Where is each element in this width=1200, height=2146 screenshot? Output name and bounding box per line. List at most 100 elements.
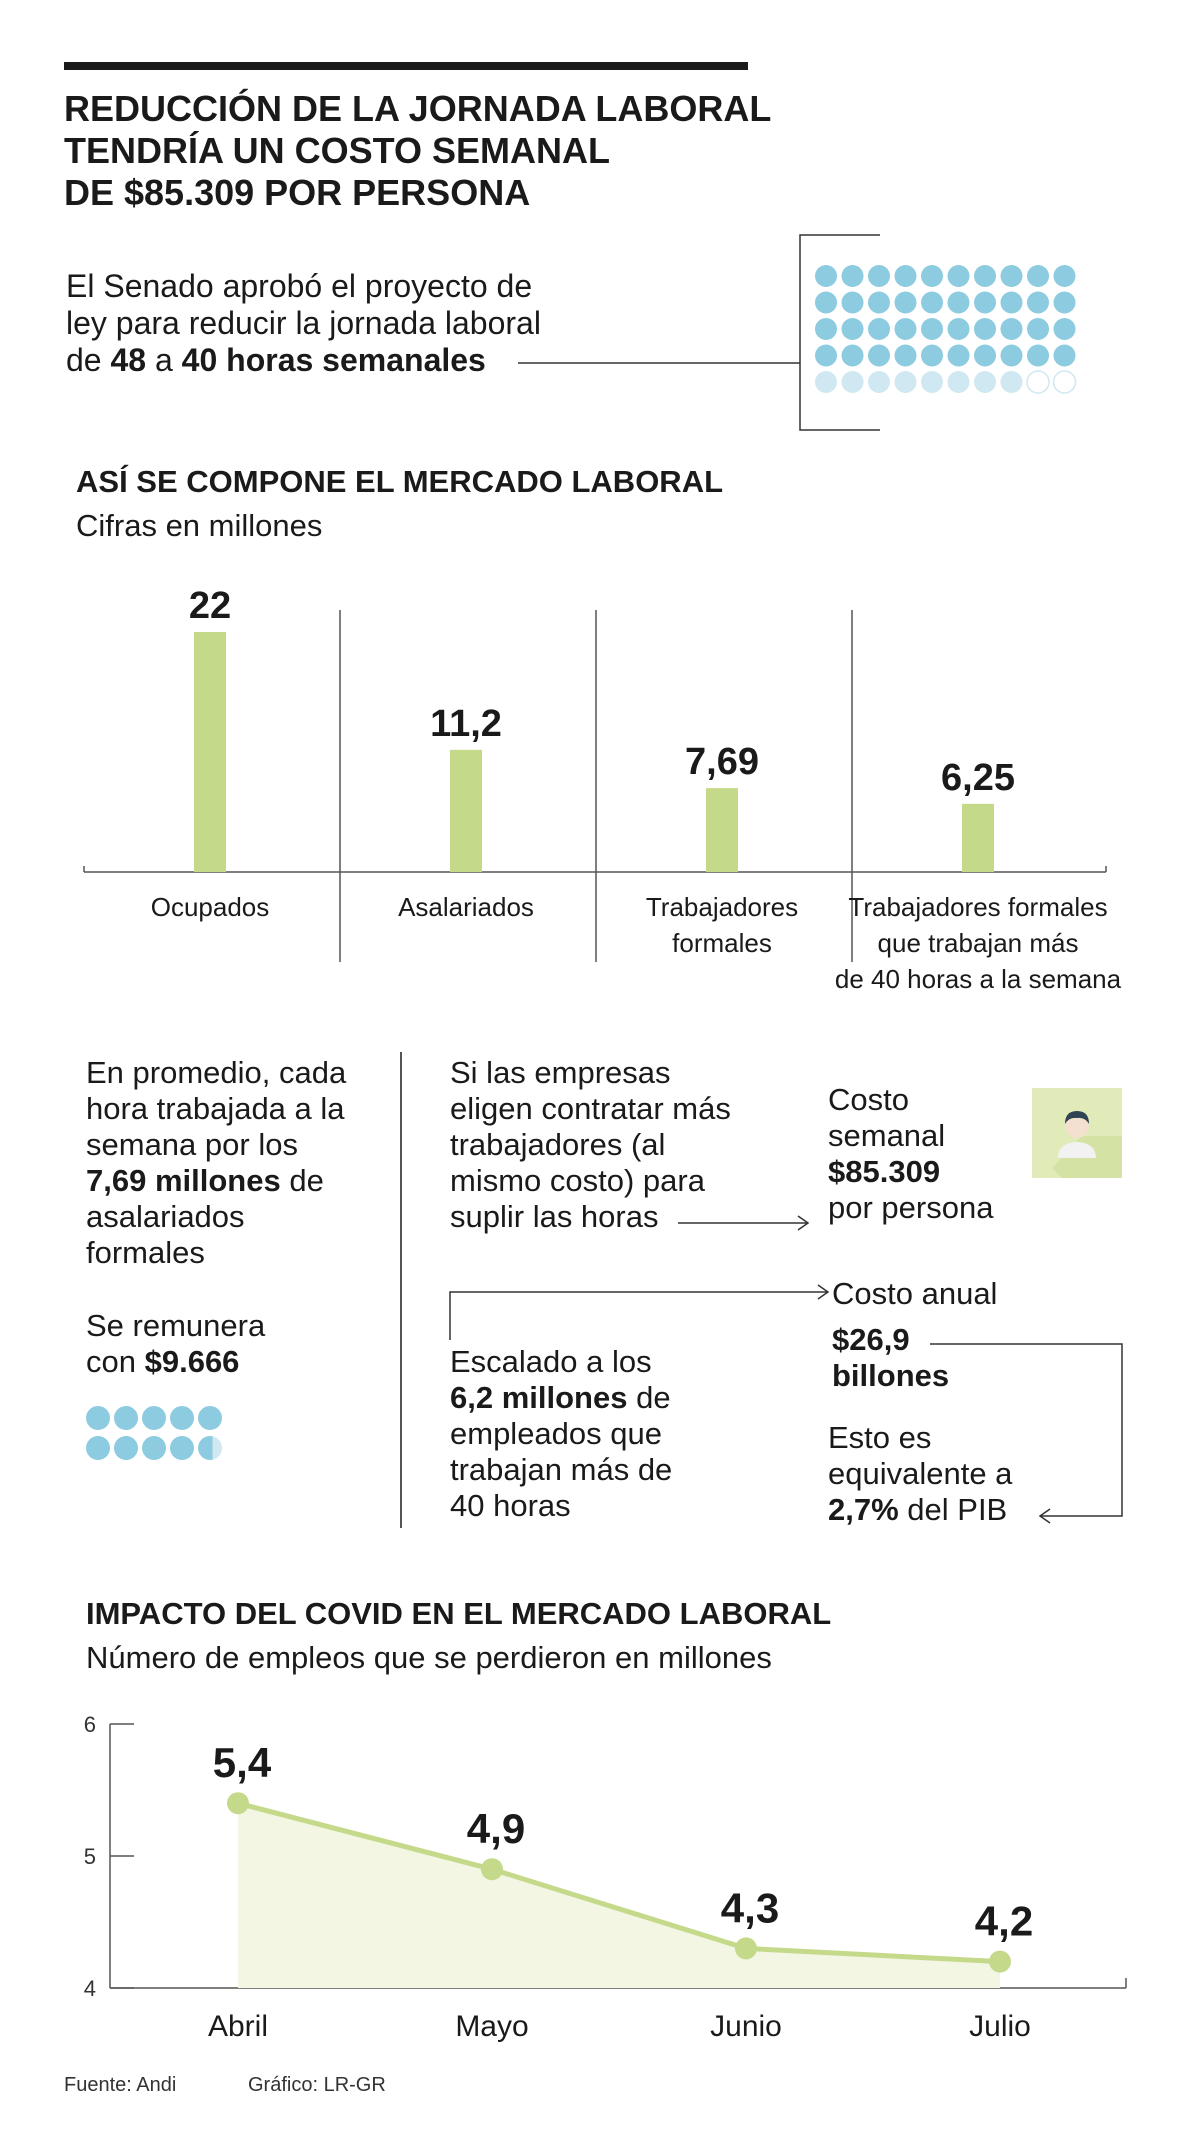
hour-dot [1000,318,1023,340]
section-subtitle-covid: Número de empleos que se perdieron en mi… [86,1640,772,1675]
pay-dot [198,1436,222,1460]
remunera-text: Se remunera con $9.666 [86,1308,266,1379]
bar-category-label: Asalariados [398,892,534,922]
source-credit: Fuente: Andi [64,2074,177,2096]
hour-dot [841,291,864,314]
scaled-text: Escalado a los 6,2 millones de empleados… [450,1344,673,1523]
pay-dot [198,1406,222,1430]
salaried-count: 7,69 millones [86,1163,281,1198]
hour-dot [894,318,917,340]
bar-value-label: 6,25 [941,757,1015,799]
section-title-market: ASÍ SE COMPONE EL MERCADO LABORAL [76,464,724,499]
line-value-label: 5,4 [213,1739,272,1786]
hour-dot [1000,344,1023,367]
bar-category-label: de 40 horas a la semana [835,964,1122,994]
hour-dot [921,371,943,393]
gdp-share: 2,7% [828,1492,899,1527]
lead-line-3: de 48 a 40 horas semanales [66,342,486,378]
avg-hour-text: En promedio, cada hora trabajada a la se… [86,1055,347,1270]
hour-dot [974,371,996,393]
y-tick-label: 6 [84,1712,96,1737]
line-point [735,1937,757,1960]
hour-dot [1026,370,1050,394]
person-avatar-icon [1032,1088,1122,1178]
hour-dot [1027,344,1049,367]
hour-dot [921,318,943,340]
x-category-label: Julio [969,2010,1031,2043]
pay-dot-grid [86,1406,222,1460]
title-line-1: REDUCCIÓN DE LA JORNADA LABORAL [64,88,772,129]
pay-dot [170,1436,194,1460]
bar-category-label: formales [672,928,772,958]
line-chart: 4 5 6 5,4 Abril 4,9 Mayo 4,3 Junio 4,2 Julio [84,1712,1127,2043]
title-line-2: TENDRÍA UN COSTO SEMANAL [64,130,611,171]
title-rule [64,62,748,70]
from-hours: 48 [110,342,147,378]
gdp-text: Esto es equivalente a 2,7% del PIB [828,1420,1013,1527]
hour-dot [974,265,996,287]
hour-dot [1027,291,1049,314]
hour-dot [1000,291,1023,314]
bar-4 [962,803,994,872]
lead-connector [518,234,880,431]
hour-dot [974,318,996,340]
annual-cost-value: $26,9 billones [832,1322,950,1393]
line-point [481,1858,503,1881]
hour-dot [841,344,864,367]
hour-dot [841,371,864,393]
lead-line-2: ley para reducir la jornada laboral [66,305,541,341]
line-area [238,1803,1000,1988]
hourly-pay: $9.666 [144,1344,240,1379]
hour-dot [894,371,917,393]
hour-dot [947,265,970,287]
bar-category-label: Trabajadores formales [848,892,1107,922]
hour-dot [868,344,890,367]
bar-value-label: 22 [189,585,231,627]
hour-dot [815,318,837,340]
hour-dot [815,371,837,393]
hour-dot [1052,370,1077,394]
line-point [989,1950,1011,1973]
hour-dot [815,265,837,287]
graphic-credit: Gráfico: LR-GR [248,2074,386,2096]
pay-dot [114,1406,138,1430]
hour-dot [1053,344,1076,367]
to-hours: 40 horas semanales [181,342,486,378]
hours-dot-grid [815,265,1077,394]
section-title-covid: IMPACTO DEL COVID EN EL MERCADO LABORAL [86,1596,832,1631]
section-subtitle-market: Cifras en millones [76,508,323,543]
line-value-label: 4,2 [975,1898,1033,1945]
hour-dot [974,344,996,367]
bar-category-label: Ocupados [151,892,270,922]
bar-value-label: 11,2 [430,703,502,745]
y-tick-label: 4 [84,1976,96,2001]
x-category-label: Abril [208,2010,268,2043]
x-category-label: Mayo [455,2010,528,2043]
line-series [237,1800,1001,1965]
x-category-label: Junio [710,2010,782,2043]
hour-dot [921,265,943,287]
hour-dot [868,265,890,287]
hour-dot [921,291,943,314]
line-point [227,1792,249,1815]
flow-arrows [449,1215,1123,1524]
hour-dot [894,265,917,287]
hire-text: Si las empresas eligen contratar más tra… [450,1055,731,1234]
hour-dot [1000,265,1023,287]
pay-dot [170,1406,194,1430]
scaled-count: 6,2 millones [450,1380,628,1415]
middle-divider [400,1052,402,1528]
pay-dot [142,1406,166,1430]
hour-dot [894,344,917,367]
hour-dot [947,291,970,314]
hour-dot [947,371,970,393]
bar-2 [450,749,482,872]
hour-dot [1053,291,1076,314]
hour-dot [1053,265,1076,287]
bar-chart: 22 Ocupados 11,2 Asalariados 7,69 Trabajadore… [83,585,1122,994]
hour-dot [921,344,943,367]
bar-category-label: Trabajadores [646,892,798,922]
pay-dot [86,1436,110,1460]
bar-3 [706,788,738,872]
pay-dot [114,1436,138,1460]
